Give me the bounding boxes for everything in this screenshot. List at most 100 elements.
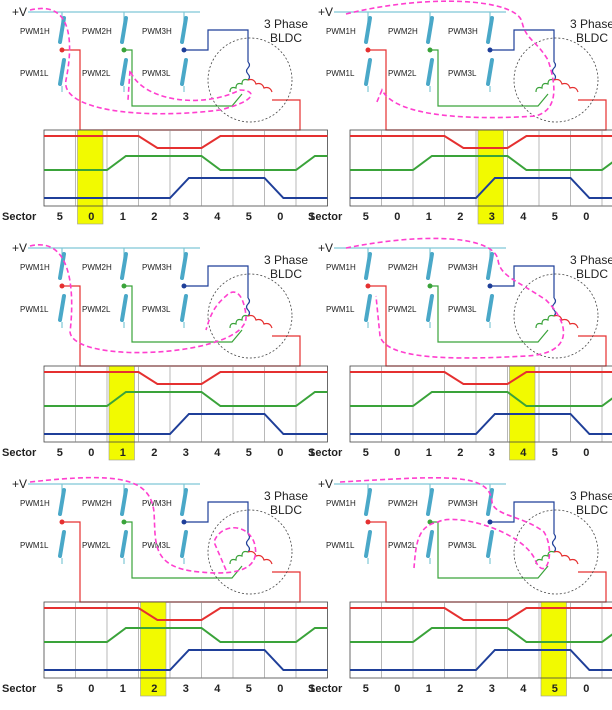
low-side-switch (486, 530, 494, 558)
highlighted-sector-bar (108, 365, 135, 461)
phase1-wire (368, 49, 607, 131)
high-side-switch (364, 16, 372, 44)
motor-title-line2: BLDC (270, 31, 302, 45)
sector-label: Sector (2, 447, 37, 459)
sector-number: 5 (246, 447, 252, 459)
high-side-switch (486, 252, 494, 280)
waveform-frame (43, 129, 328, 207)
phase3-waveform (44, 177, 328, 199)
commutation-panel: +V PWM1H PWM1L PWM2H PWM2L PWM3H PWM3L 3 PhaseB… (308, 237, 612, 461)
switch-label: PWM2L (82, 305, 111, 314)
phase2-wire (430, 49, 549, 107)
sector-number: 5 (57, 683, 63, 695)
sector-number: 1 (120, 447, 126, 459)
switch-label: PWM1H (20, 499, 50, 508)
winding-phase1 (247, 550, 273, 565)
sector-number: 5 (552, 447, 558, 459)
switch-label: PWM2L (388, 541, 417, 550)
phase3-wire (490, 265, 555, 298)
switch-label: PWM2H (82, 499, 112, 508)
switch-label: PWM3H (448, 499, 478, 508)
winding-phase3 (245, 61, 251, 81)
high-side-switch (426, 16, 434, 44)
low-side-switch (180, 294, 188, 322)
motor-title-line1: 3 Phase (570, 253, 612, 267)
low-side-switch (486, 294, 494, 322)
sector-number: 0 (277, 447, 283, 459)
switch-label: PWM2H (388, 263, 418, 272)
phase3-waveform (350, 413, 612, 435)
sector-number: 1 (309, 211, 315, 223)
low-side-switch (426, 58, 434, 86)
phase1-wire (368, 521, 607, 603)
winding-phase2 (229, 550, 249, 565)
winding-phase2 (535, 314, 555, 329)
sector-number: 0 (394, 447, 400, 459)
switch-label: PWM1H (20, 263, 50, 272)
current-path (29, 476, 257, 574)
low-side-switch (364, 294, 372, 322)
current-path (29, 244, 247, 354)
motor-title-line2: BLDC (270, 267, 302, 281)
supply-label: +V (12, 241, 27, 255)
high-side-switch (486, 16, 494, 44)
sector-number: 5 (552, 211, 558, 223)
sector-number: 3 (489, 447, 495, 459)
low-side-switch (120, 530, 128, 558)
winding-phase2 (535, 78, 555, 93)
sector-number: 4 (520, 683, 527, 695)
high-side-switch (486, 488, 494, 516)
sector-number: 2 (151, 447, 157, 459)
current-path (339, 476, 551, 570)
phase2-waveform (44, 391, 328, 407)
sector-label: Sector (2, 211, 37, 223)
phase3-wire (490, 501, 555, 534)
sector-number: 1 (426, 683, 432, 695)
winding-phase3 (551, 61, 557, 81)
supply-label: +V (12, 5, 27, 19)
switch-label: PWM1L (326, 541, 355, 550)
motor-title-line1: 3 Phase (570, 17, 612, 31)
phase2-wire (124, 49, 243, 107)
phase2-waveform (44, 155, 328, 171)
switch-label: PWM3L (448, 541, 477, 550)
highlighted-sector-bar (140, 601, 167, 697)
low-side-switch (426, 294, 434, 322)
motor-outline (513, 509, 599, 595)
sector-number: 3 (183, 211, 189, 223)
switch-label: PWM3L (142, 69, 171, 78)
switch-label: PWM1H (326, 499, 356, 508)
waveform-frame (349, 129, 612, 207)
sector-number: 4 (214, 683, 221, 695)
winding-phase1 (247, 78, 273, 93)
sector-number: 5 (363, 447, 369, 459)
low-side-switch (58, 294, 66, 322)
winding-phase1 (553, 550, 579, 565)
sector-label: Sector (2, 683, 37, 695)
winding-phase1 (247, 314, 273, 329)
sector-number: 0 (394, 683, 400, 695)
motor-title-line2: BLDC (270, 503, 302, 517)
waveform-frame (349, 365, 612, 443)
switch-label: PWM1H (326, 263, 356, 272)
phase3-waveform (350, 177, 612, 199)
phase3-waveform (44, 413, 328, 435)
current-path (29, 7, 252, 115)
motor-outline (207, 37, 293, 123)
winding-phase1 (553, 78, 579, 93)
phase1-waveform (44, 371, 328, 385)
motor-title-line1: 3 Phase (264, 253, 308, 267)
phase2-waveform (350, 627, 612, 643)
phase2-wire (430, 521, 549, 579)
sector-number: 0 (394, 211, 400, 223)
winding-phase1 (553, 314, 579, 329)
waveform-frame (43, 365, 328, 443)
sector-number: 4 (214, 447, 221, 459)
high-side-switch (58, 488, 66, 516)
sector-number: 0 (88, 683, 94, 695)
sector-number: 4 (520, 447, 527, 459)
supply-label: +V (318, 5, 333, 19)
switch-label: PWM3H (142, 263, 172, 272)
switch-label: PWM2H (388, 499, 418, 508)
